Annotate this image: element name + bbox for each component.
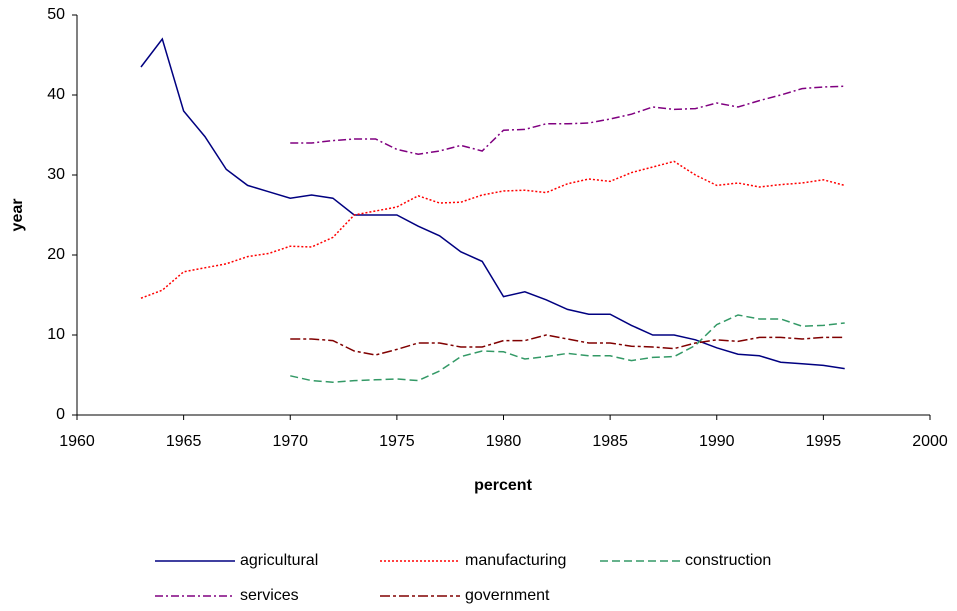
x-tick-label: 1970 — [272, 433, 308, 450]
x-tick-label: 1985 — [592, 433, 628, 450]
series-line — [140, 160, 845, 299]
legend-label: agricultural — [240, 552, 318, 569]
x-tick-label: 1965 — [166, 433, 202, 450]
series-line — [290, 85, 845, 155]
series-line — [140, 37, 845, 370]
y-tick-label: 30 — [47, 166, 65, 183]
legend-label: services — [240, 587, 299, 604]
y-tick-label: 0 — [56, 406, 65, 423]
y-tick-label: 10 — [47, 326, 65, 343]
legend-label: construction — [685, 552, 771, 569]
legend-label: government — [465, 587, 550, 604]
x-axis-label: percent — [474, 477, 532, 494]
y-tick-label: 20 — [47, 246, 65, 263]
x-tick-label: 1960 — [59, 433, 95, 450]
x-tick-label: 1995 — [806, 433, 842, 450]
y-tick-label: 40 — [47, 86, 65, 103]
x-tick-label: 1980 — [486, 433, 522, 450]
x-tick-label: 1990 — [699, 433, 735, 450]
series-line — [290, 314, 845, 383]
y-axis-label: year — [9, 199, 26, 232]
y-tick-label: 50 — [47, 6, 65, 23]
series-line — [290, 334, 845, 356]
legend-label: manufacturing — [465, 552, 566, 569]
x-tick-label: 2000 — [912, 433, 948, 450]
x-tick-label: 1975 — [379, 433, 415, 450]
